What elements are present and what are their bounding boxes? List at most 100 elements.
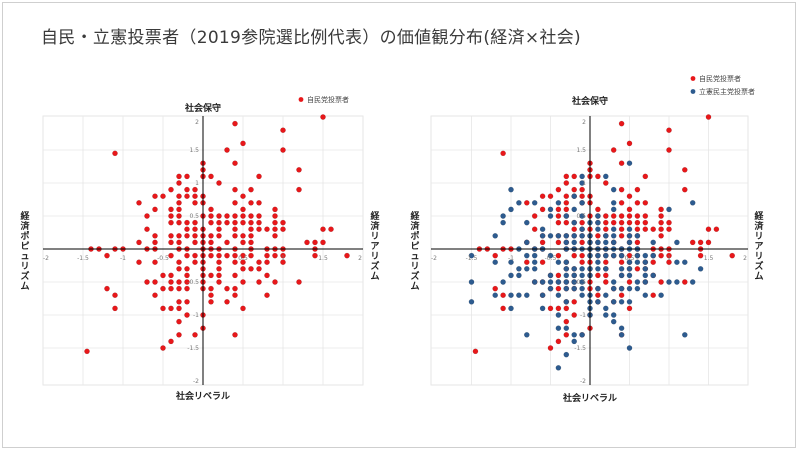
- data-point: [555, 219, 562, 226]
- legend-label: 自民党投票者: [699, 74, 741, 83]
- axis-label-bottom: 社会リベラル: [175, 390, 230, 402]
- data-point: [603, 232, 609, 239]
- data-point: [610, 232, 617, 239]
- data-point: [658, 232, 664, 239]
- data-point: [547, 345, 554, 351]
- y-tick-label: -1.5: [187, 345, 199, 352]
- data-point: [112, 305, 118, 312]
- data-point: [571, 312, 578, 318]
- scatter-chart-2: -2 -1.5 -1 -0.5 0.5 1 1.5 2 2 1.5 1 0.5 -0.5 -1 -1.5 -2…: [410, 74, 764, 404]
- data-point: [168, 285, 174, 292]
- data-point: [168, 213, 174, 219]
- data-point: [516, 199, 522, 206]
- axis-label-right-char: 済: [370, 220, 380, 232]
- data-point: [232, 285, 238, 292]
- data-point: [232, 219, 238, 226]
- data-point: [152, 279, 158, 285]
- axis-label-right-char: ア: [370, 241, 379, 252]
- data-point: [176, 219, 182, 226]
- axis-label-left-char: ポ: [20, 230, 29, 242]
- data-point: [658, 219, 664, 226]
- data-point: [224, 239, 230, 246]
- data-point: [184, 226, 190, 232]
- data-point: [626, 285, 633, 292]
- data-point: [248, 213, 254, 219]
- data-point: [272, 252, 278, 259]
- data-point: [555, 239, 562, 246]
- data-point: [184, 232, 190, 239]
- data-point: [579, 279, 585, 285]
- data-point: [563, 239, 570, 246]
- data-point: [508, 259, 514, 266]
- data-point: [524, 259, 530, 266]
- data-point: [240, 232, 246, 239]
- data-point: [579, 252, 585, 259]
- data-point: [626, 298, 633, 305]
- data-point: [626, 345, 633, 351]
- y-tick-label: 2: [582, 119, 586, 126]
- data-point: [603, 292, 609, 299]
- data-point: [618, 186, 625, 193]
- data-point: [563, 180, 570, 186]
- data-point: [563, 318, 570, 325]
- data-point: [579, 226, 585, 232]
- data-point: [256, 219, 262, 226]
- data-point: [168, 186, 174, 193]
- data-point: [642, 265, 649, 272]
- data-point: [272, 226, 278, 232]
- data-point: [539, 193, 546, 199]
- data-point: [595, 173, 601, 180]
- data-point: [595, 265, 601, 272]
- data-point: [104, 285, 110, 292]
- data-point: [571, 173, 578, 180]
- y-tick-label: 2: [195, 119, 199, 126]
- data-point: [320, 114, 326, 120]
- data-point: [524, 219, 530, 226]
- data-point: [618, 259, 625, 266]
- data-point: [682, 331, 688, 338]
- x-tick-label: 0.5: [625, 255, 635, 262]
- data-point: [531, 199, 538, 206]
- data-point: [571, 298, 578, 305]
- data-point: [571, 219, 578, 226]
- y-tick-label: 1: [195, 180, 199, 187]
- data-point: [272, 213, 278, 219]
- data-point: [603, 239, 609, 246]
- data-point: [563, 232, 570, 239]
- data-point: [524, 252, 530, 259]
- data-point: [682, 166, 688, 173]
- data-point: [666, 206, 672, 213]
- data-point: [642, 213, 649, 219]
- y-tick-label: 1.5: [576, 147, 586, 154]
- data-point: [232, 226, 238, 232]
- axis-label-left-char: ム: [410, 281, 419, 292]
- data-point: [650, 272, 657, 279]
- data-point: [232, 199, 238, 206]
- data-point: [320, 239, 326, 246]
- data-point: [563, 193, 570, 199]
- data-point: [216, 265, 222, 272]
- data-point: [555, 292, 562, 299]
- y-tick-label: -1.5: [574, 345, 586, 352]
- data-point: [547, 252, 554, 259]
- data-point: [618, 285, 625, 292]
- x-tick-label: -2: [431, 255, 437, 262]
- axis-label-right-char: ア: [754, 241, 763, 252]
- data-point: [571, 272, 578, 279]
- data-point: [232, 186, 238, 193]
- data-point: [112, 292, 118, 299]
- data-point: [248, 232, 254, 239]
- data-point: [508, 305, 514, 312]
- data-point: [492, 252, 499, 259]
- data-point: [280, 252, 286, 259]
- data-point: [240, 252, 246, 259]
- data-point: [634, 265, 641, 272]
- data-point: [579, 331, 585, 338]
- data-point: [666, 259, 672, 266]
- data-point: [176, 298, 182, 305]
- data-point: [516, 272, 522, 279]
- data-point: [208, 213, 214, 219]
- data-point: [603, 312, 609, 318]
